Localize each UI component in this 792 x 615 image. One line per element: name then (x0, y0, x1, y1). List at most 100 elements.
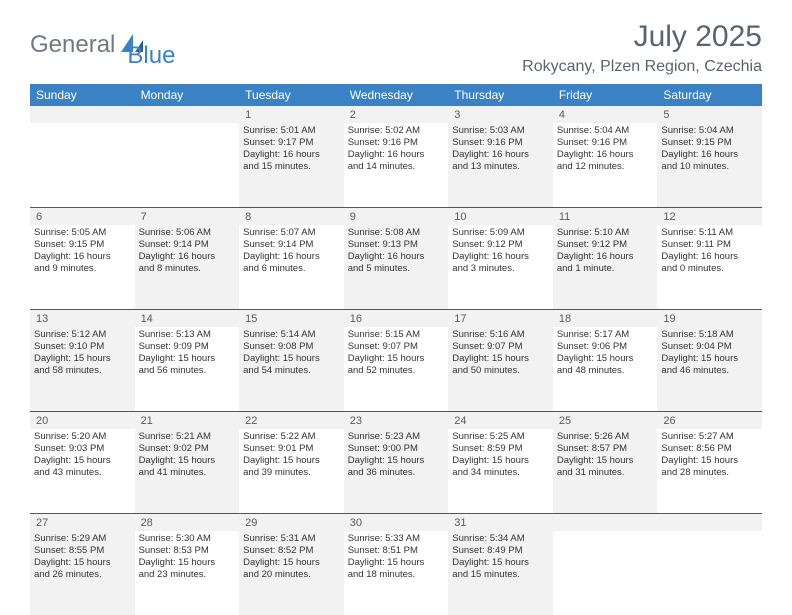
calendar-cell: Sunrise: 5:03 AMSunset: 9:16 PMDaylight:… (448, 123, 553, 207)
day-number: 19 (657, 310, 762, 327)
cell-content: Sunrise: 5:17 AMSunset: 9:06 PMDaylight:… (557, 329, 654, 377)
cell-content: Sunrise: 5:01 AMSunset: 9:17 PMDaylight:… (243, 125, 340, 173)
cell-content: Sunrise: 5:22 AMSunset: 9:01 PMDaylight:… (243, 431, 340, 479)
calendar-cell: Sunrise: 5:09 AMSunset: 9:12 PMDaylight:… (448, 225, 553, 309)
day-header: Friday (553, 84, 658, 106)
calendar-cell: Sunrise: 5:05 AMSunset: 9:15 PMDaylight:… (30, 225, 135, 309)
cell-content: Sunrise: 5:29 AMSunset: 8:55 PMDaylight:… (34, 533, 131, 581)
week-row: Sunrise: 5:12 AMSunset: 9:10 PMDaylight:… (30, 327, 762, 411)
calendar-cell: Sunrise: 5:15 AMSunset: 9:07 PMDaylight:… (344, 327, 449, 411)
day-number: 5 (657, 106, 762, 123)
calendar-cell: Sunrise: 5:13 AMSunset: 9:09 PMDaylight:… (135, 327, 240, 411)
cell-content: Sunrise: 5:07 AMSunset: 9:14 PMDaylight:… (243, 227, 340, 275)
day-number: 12 (657, 208, 762, 225)
page-title: July 2025 (522, 20, 762, 54)
calendar-cell: Sunrise: 5:18 AMSunset: 9:04 PMDaylight:… (657, 327, 762, 411)
day-number: 2 (344, 106, 449, 123)
calendar-cell: Sunrise: 5:20 AMSunset: 9:03 PMDaylight:… (30, 429, 135, 513)
logo-text-blue: Blue (127, 42, 175, 70)
day-number: 11 (553, 208, 658, 225)
calendar-cell (30, 123, 135, 207)
calendar-cell: Sunrise: 5:21 AMSunset: 9:02 PMDaylight:… (135, 429, 240, 513)
calendar-cell: Sunrise: 5:06 AMSunset: 9:14 PMDaylight:… (135, 225, 240, 309)
week-row: Sunrise: 5:20 AMSunset: 9:03 PMDaylight:… (30, 429, 762, 513)
cell-content: Sunrise: 5:04 AMSunset: 9:15 PMDaylight:… (661, 125, 758, 173)
cell-content: Sunrise: 5:18 AMSunset: 9:04 PMDaylight:… (661, 329, 758, 377)
calendar-cell: Sunrise: 5:04 AMSunset: 9:16 PMDaylight:… (553, 123, 658, 207)
cell-content: Sunrise: 5:13 AMSunset: 9:09 PMDaylight:… (139, 329, 236, 377)
day-number: 3 (448, 106, 553, 123)
day-number: 8 (239, 208, 344, 225)
day-number: 26 (657, 412, 762, 429)
day-number: 27 (30, 514, 135, 531)
cell-content: Sunrise: 5:12 AMSunset: 9:10 PMDaylight:… (34, 329, 131, 377)
day-number: 7 (135, 208, 240, 225)
day-number: 25 (553, 412, 658, 429)
day-number: 28 (135, 514, 240, 531)
day-number: 29 (239, 514, 344, 531)
calendar-cell: Sunrise: 5:17 AMSunset: 9:06 PMDaylight:… (553, 327, 658, 411)
calendar-header-row: Sunday Monday Tuesday Wednesday Thursday… (30, 84, 762, 106)
cell-content: Sunrise: 5:10 AMSunset: 9:12 PMDaylight:… (557, 227, 654, 275)
cell-content: Sunrise: 5:08 AMSunset: 9:13 PMDaylight:… (348, 227, 445, 275)
cell-content: Sunrise: 5:15 AMSunset: 9:07 PMDaylight:… (348, 329, 445, 377)
calendar-cell: Sunrise: 5:23 AMSunset: 9:00 PMDaylight:… (344, 429, 449, 513)
cell-content: Sunrise: 5:03 AMSunset: 9:16 PMDaylight:… (452, 125, 549, 173)
day-number: 15 (239, 310, 344, 327)
calendar-cell: Sunrise: 5:08 AMSunset: 9:13 PMDaylight:… (344, 225, 449, 309)
week-daynum-row: 20212223242526 (30, 411, 762, 429)
calendar-cell: Sunrise: 5:30 AMSunset: 8:53 PMDaylight:… (135, 531, 240, 615)
day-number: 23 (344, 412, 449, 429)
week-row: Sunrise: 5:29 AMSunset: 8:55 PMDaylight:… (30, 531, 762, 615)
cell-content: Sunrise: 5:31 AMSunset: 8:52 PMDaylight:… (243, 533, 340, 581)
calendar-cell: Sunrise: 5:22 AMSunset: 9:01 PMDaylight:… (239, 429, 344, 513)
calendar-cell: Sunrise: 5:31 AMSunset: 8:52 PMDaylight:… (239, 531, 344, 615)
cell-content: Sunrise: 5:16 AMSunset: 9:07 PMDaylight:… (452, 329, 549, 377)
cell-content: Sunrise: 5:14 AMSunset: 9:08 PMDaylight:… (243, 329, 340, 377)
day-number: 31 (448, 514, 553, 531)
day-number: 20 (30, 412, 135, 429)
week-row: Sunrise: 5:05 AMSunset: 9:15 PMDaylight:… (30, 225, 762, 309)
day-header: Monday (135, 84, 240, 106)
cell-content: Sunrise: 5:34 AMSunset: 8:49 PMDaylight:… (452, 533, 549, 581)
cell-content: Sunrise: 5:23 AMSunset: 9:00 PMDaylight:… (348, 431, 445, 479)
calendar-body: 12345Sunrise: 5:01 AMSunset: 9:17 PMDayl… (30, 106, 762, 615)
calendar-cell: Sunrise: 5:16 AMSunset: 9:07 PMDaylight:… (448, 327, 553, 411)
cell-content: Sunrise: 5:27 AMSunset: 8:56 PMDaylight:… (661, 431, 758, 479)
day-number: 24 (448, 412, 553, 429)
calendar: Sunday Monday Tuesday Wednesday Thursday… (30, 84, 762, 615)
cell-content: Sunrise: 5:21 AMSunset: 9:02 PMDaylight:… (139, 431, 236, 479)
day-number: 16 (344, 310, 449, 327)
day-number (657, 514, 762, 531)
week-daynum-row: 12345 (30, 106, 762, 123)
week-daynum-row: 2728293031 (30, 513, 762, 531)
calendar-cell: Sunrise: 5:02 AMSunset: 9:16 PMDaylight:… (344, 123, 449, 207)
title-block: July 2025 Rokycany, Plzen Region, Czechi… (522, 20, 762, 76)
calendar-cell: Sunrise: 5:10 AMSunset: 9:12 PMDaylight:… (553, 225, 658, 309)
cell-content: Sunrise: 5:33 AMSunset: 8:51 PMDaylight:… (348, 533, 445, 581)
day-number (553, 514, 658, 531)
day-number: 10 (448, 208, 553, 225)
day-number (135, 106, 240, 123)
calendar-cell: Sunrise: 5:01 AMSunset: 9:17 PMDaylight:… (239, 123, 344, 207)
calendar-cell: Sunrise: 5:29 AMSunset: 8:55 PMDaylight:… (30, 531, 135, 615)
day-number (30, 106, 135, 123)
calendar-cell: Sunrise: 5:26 AMSunset: 8:57 PMDaylight:… (553, 429, 658, 513)
calendar-cell: Sunrise: 5:04 AMSunset: 9:15 PMDaylight:… (657, 123, 762, 207)
logo-text-general: General (30, 31, 115, 59)
day-number: 17 (448, 310, 553, 327)
calendar-cell: Sunrise: 5:25 AMSunset: 8:59 PMDaylight:… (448, 429, 553, 513)
day-number: 4 (553, 106, 658, 123)
calendar-cell: Sunrise: 5:34 AMSunset: 8:49 PMDaylight:… (448, 531, 553, 615)
calendar-cell (657, 531, 762, 615)
calendar-cell: Sunrise: 5:11 AMSunset: 9:11 PMDaylight:… (657, 225, 762, 309)
calendar-cell: Sunrise: 5:33 AMSunset: 8:51 PMDaylight:… (344, 531, 449, 615)
day-header: Thursday (448, 84, 553, 106)
calendar-cell (135, 123, 240, 207)
day-number: 21 (135, 412, 240, 429)
cell-content: Sunrise: 5:09 AMSunset: 9:12 PMDaylight:… (452, 227, 549, 275)
cell-content: Sunrise: 5:05 AMSunset: 9:15 PMDaylight:… (34, 227, 131, 275)
week-daynum-row: 13141516171819 (30, 309, 762, 327)
header: General Blue July 2025 Rokycany, Plzen R… (0, 0, 792, 84)
day-number: 6 (30, 208, 135, 225)
